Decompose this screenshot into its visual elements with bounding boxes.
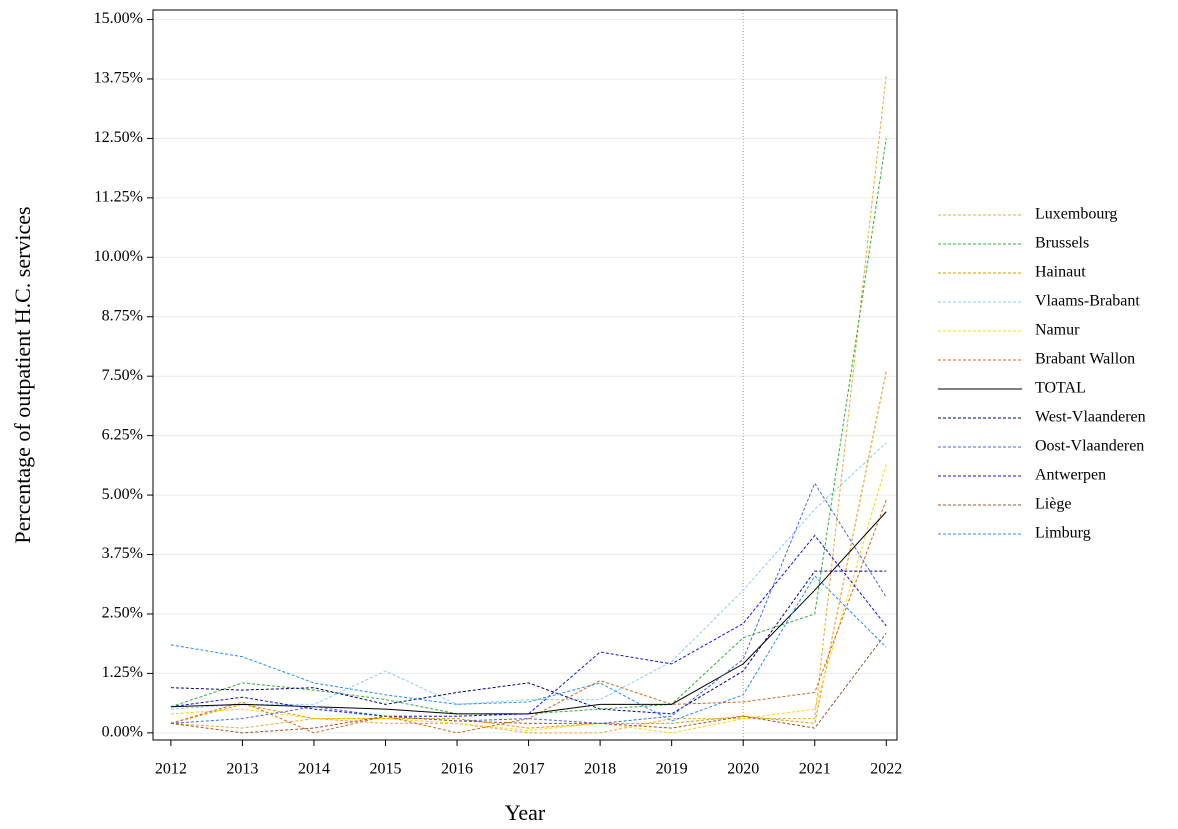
- legend-label: TOTAL: [1035, 380, 1086, 397]
- plot-frame: [152, 9, 898, 741]
- x-tick-label: 2016: [441, 761, 473, 778]
- y-tick-label: 1.25%: [102, 664, 143, 681]
- y-tick-label: 6.25%: [102, 426, 143, 443]
- x-tick-label: 2019: [656, 761, 688, 778]
- y-tick-label: 8.75%: [102, 307, 143, 324]
- y-tick-label: 3.75%: [102, 545, 143, 562]
- x-tick-label: 2017: [513, 761, 545, 778]
- x-tick-label: 2021: [799, 761, 831, 778]
- legend-label: Hainaut: [1035, 264, 1086, 281]
- x-tick-label: 2013: [226, 761, 258, 778]
- y-tick-label: 13.75%: [94, 70, 143, 87]
- x-tick-label: 2020: [727, 761, 759, 778]
- series-line: [170, 74, 887, 734]
- legend-label: Brabant Wallon: [1035, 351, 1135, 368]
- series-line: [170, 511, 887, 715]
- x-tick-label: 2022: [870, 761, 902, 778]
- y-tick-label: 10.00%: [94, 248, 143, 265]
- legend-label: Namur: [1035, 322, 1080, 339]
- series-line: [170, 442, 887, 710]
- legend-label: Liège: [1035, 496, 1071, 513]
- x-tick-label: 2014: [298, 761, 330, 778]
- series-line: [170, 499, 887, 734]
- series-line: [170, 570, 887, 715]
- x-tick-label: 2015: [370, 761, 402, 778]
- y-tick-label: 11.25%: [94, 189, 143, 206]
- legend-label: Antwerpen: [1035, 467, 1106, 484]
- y-tick-label: 7.50%: [102, 367, 143, 384]
- series-line: [170, 534, 887, 717]
- legend-label: Vlaams-Brabant: [1035, 293, 1140, 310]
- legend-label: Luxembourg: [1035, 206, 1117, 223]
- y-tick-label: 5.00%: [102, 486, 143, 503]
- y-tick-label: 15.00%: [94, 10, 143, 27]
- x-axis-title: Year: [505, 800, 546, 825]
- series-line: [170, 482, 887, 724]
- x-tick-label: 2012: [155, 761, 187, 778]
- y-axis-title: Percentage of outpatient H.C. services: [10, 206, 35, 543]
- legend-label: Limburg: [1035, 525, 1091, 542]
- series-line: [170, 464, 887, 734]
- legend-label: Brussels: [1035, 235, 1089, 252]
- y-tick-label: 12.50%: [94, 129, 143, 146]
- legend-label: Oost-Vlaanderen: [1035, 438, 1144, 455]
- series-line: [170, 575, 887, 722]
- x-tick-label: 2018: [584, 761, 616, 778]
- y-tick-label: 0.00%: [102, 724, 143, 741]
- y-tick-label: 2.50%: [102, 605, 143, 622]
- legend-label: West-Vlaanderen: [1035, 409, 1146, 426]
- series-line: [170, 138, 887, 715]
- series-line: [170, 371, 887, 729]
